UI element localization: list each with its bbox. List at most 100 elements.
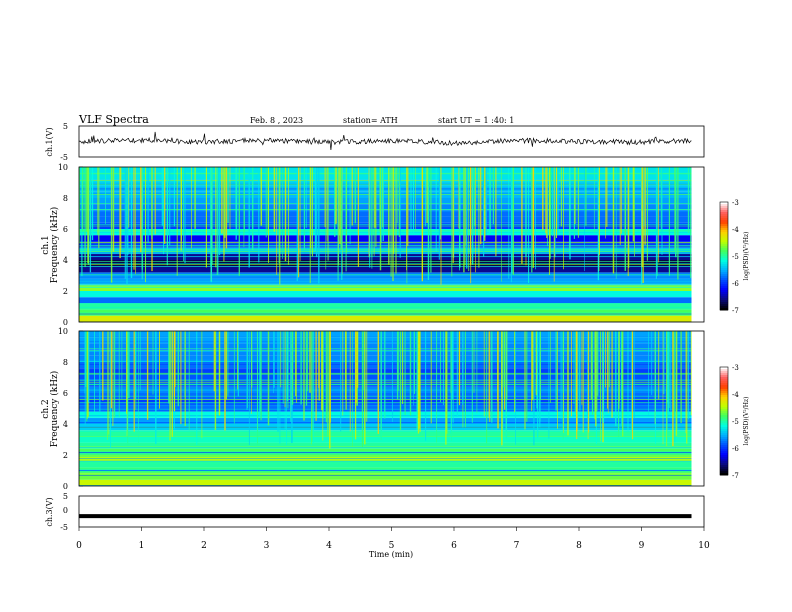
ch3-ytick-mid: 0 — [63, 506, 68, 515]
ch1-spec-band — [79, 167, 692, 174]
ch1-colorbar-swatch — [720, 230, 728, 233]
ch1-spec-ylabel-line2: Frequency (kHz) — [49, 207, 60, 284]
ch2-colorbar-swatch — [720, 371, 728, 374]
ch1-colorbar-swatch — [720, 278, 728, 281]
ch2-colorbar-swatch — [720, 459, 728, 462]
ch2-colorbar-swatch — [720, 397, 728, 400]
ch1-ytick-bottom: -5 — [60, 153, 68, 162]
ch1-colorbar-tick: -7 — [732, 307, 739, 315]
ch1-colorbar-swatch — [720, 284, 728, 287]
ch1-spec-band — [79, 297, 692, 304]
ch2-colorbar-swatch — [720, 417, 728, 420]
ch2-spec-ytick: 2 — [63, 451, 68, 460]
ch2-colorbar-swatch — [720, 421, 728, 424]
xtick-label: 1 — [139, 541, 145, 551]
ch1-spec-frame — [78, 166, 705, 323]
ch2-spec-ylabel-line2: Frequency (kHz) — [49, 371, 60, 448]
ch1-colorbar-swatch — [720, 220, 728, 223]
ch1-colorbar-tick: -6 — [732, 280, 739, 288]
ch1-waveform-panel: ch.1(V) 5 -5 — [45, 122, 705, 162]
ch3-waveform-panel: ch.3(V) 5 0 -5 — [45, 492, 705, 532]
ch2-colorbar-swatch — [720, 411, 728, 414]
ch2-colorbar-swatch — [720, 445, 728, 448]
ch2-spec-band — [79, 442, 692, 449]
ch2-colorbar-swatch — [720, 433, 728, 436]
ch2-colorbar-swatch — [720, 415, 728, 418]
date-label: Feb. 8 , 2023 — [250, 116, 303, 125]
ch2-colorbar-swatch — [720, 461, 728, 464]
ch2-colorbar-swatch — [720, 387, 728, 390]
ch1-colorbar-swatch — [720, 212, 728, 215]
ch1-colorbar-swatch — [720, 276, 728, 279]
ch1-colorbar-swatch — [720, 232, 728, 235]
ch1-colorbar-swatch — [720, 306, 728, 309]
ch1-colorbar-swatch — [720, 216, 728, 219]
ch2-colorbar-swatch — [720, 391, 728, 394]
ch2-colorbar-swatch — [720, 427, 728, 430]
ch2-colorbar-swatch — [720, 431, 728, 434]
ch2-colorbar-swatch — [720, 439, 728, 442]
ch2-spec-ytick: 0 — [63, 482, 68, 491]
ch1-colorbar-tick: -5 — [732, 253, 739, 261]
ch1-colorbar-swatch — [720, 298, 728, 301]
ch2-colorbar-swatch — [720, 435, 728, 438]
xtick-label: 5 — [389, 541, 395, 551]
ch1-waveform-line — [78, 131, 692, 151]
xtick-label: 10 — [698, 541, 710, 551]
start-time-label: start UT = 1 :40: 1 — [438, 116, 514, 125]
ch2-colorbar-swatch — [720, 447, 728, 450]
ch1-colorbar-swatch — [720, 258, 728, 261]
ch1-colorbar-swatch — [720, 236, 728, 239]
ch1-colorbar-swatch — [720, 294, 728, 297]
ch1-colorbar-swatch — [720, 288, 728, 291]
ch2-colorbar-swatch — [720, 375, 728, 378]
ch1-colorbar-swatch — [720, 224, 728, 227]
ch2-spec-ytick: 4 — [63, 420, 68, 429]
xtick-label: 7 — [514, 541, 520, 551]
figure-title: VLF Spectra — [78, 113, 149, 126]
ch1-spec-band — [79, 173, 692, 180]
time-xaxis: 0 1 2 3 4 5 6 7 8 9 10 — [76, 527, 710, 551]
xtick-label: 2 — [201, 541, 207, 551]
ch1-colorbar-swatch — [720, 260, 728, 263]
ch2-colorbar-swatch — [720, 449, 728, 452]
ch2-colorbar-swatch — [720, 373, 728, 376]
ch2-colorbar-swatch — [720, 471, 728, 474]
ch1-colorbar-swatch — [720, 264, 728, 267]
ch1-colorbar-swatch — [720, 248, 728, 251]
ch2-colorbar-swatch — [720, 423, 728, 426]
ch1-colorbar-swatch — [720, 252, 728, 255]
ch1-colorbar-swatch — [720, 300, 728, 303]
ch1-colorbar-swatch — [720, 218, 728, 221]
xtick-label: 6 — [451, 541, 457, 551]
xtick-label: 3 — [264, 541, 270, 551]
ch1-colorbar-swatch — [720, 244, 728, 247]
ch1-colorbar-swatch — [720, 302, 728, 305]
xtick-label: 9 — [639, 541, 645, 551]
ch2-spec-band — [79, 479, 692, 486]
ch1-colorbar-frame — [719, 201, 729, 311]
ch2-spectrogram-panel: ch.2 Frequency (kHz) 10 8 6 4 2 0 — [41, 327, 705, 491]
ch1-colorbar-swatch — [720, 290, 728, 293]
ch2-colorbar-swatch — [720, 437, 728, 440]
xtick-label: 0 — [76, 541, 82, 551]
ch1-colorbar-swatch — [720, 222, 728, 225]
ch2-colorbar-swatch — [720, 453, 728, 456]
ch2-colorbar-swatch — [720, 405, 728, 408]
ch2-colorbar-swatch — [720, 419, 728, 422]
ch1-spec-band — [79, 204, 692, 211]
ch2-colorbar-swatch — [720, 399, 728, 402]
ch2-colorbar-swatch — [720, 457, 728, 460]
ch2-colorbar-swatch — [720, 465, 728, 468]
ch2-colorbar-swatch — [720, 455, 728, 458]
ch2-spectrogram-heatmap — [79, 331, 704, 486]
ch2-colorbar-swatch — [720, 473, 728, 476]
ch1-spec-ytick: 4 — [63, 256, 68, 265]
ch1-spectrogram-heatmap — [79, 167, 704, 323]
ch2-spec-ylabel-line1: ch.2 — [41, 399, 51, 418]
ch2-colorbar-frame — [719, 366, 729, 476]
ch1-spec-ytick: 6 — [63, 225, 68, 234]
ch2-spec-band — [79, 436, 692, 443]
ch1-colorbar-tick: -3 — [732, 199, 739, 207]
ch3-ytick-top: 5 — [63, 492, 68, 501]
